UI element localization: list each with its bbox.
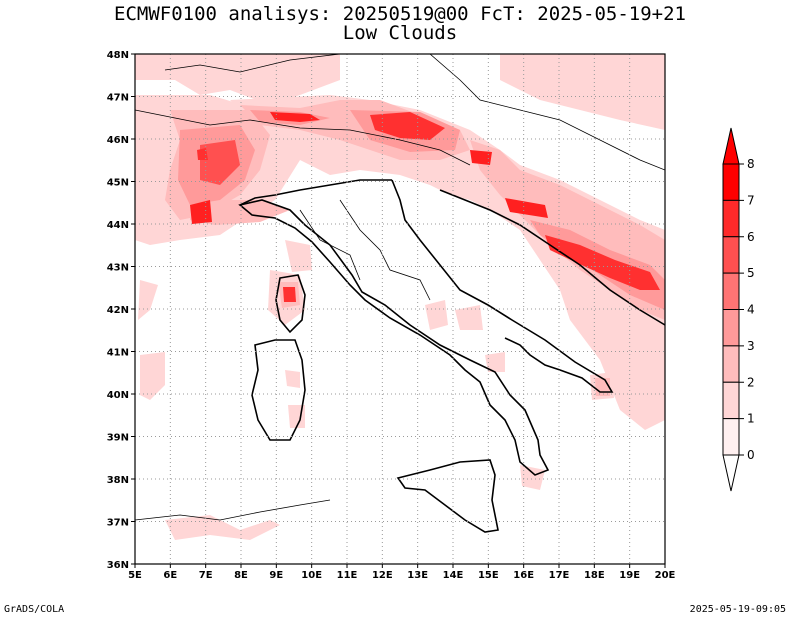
colorbar — [722, 127, 740, 492]
lon-label: 7E — [199, 570, 213, 581]
lon-label: 19E — [619, 570, 640, 581]
colorbar-label: 5 — [747, 266, 755, 280]
colorbar-label: 7 — [747, 193, 755, 207]
lon-label: 6E — [163, 570, 177, 581]
lon-label: 11E — [337, 570, 358, 581]
lat-label: 43N — [107, 263, 129, 274]
colorbar-arrow-top — [722, 127, 740, 165]
cloud-shading — [135, 54, 665, 540]
colorbar-swatch — [722, 199, 740, 238]
lat-label: 37N — [107, 518, 129, 529]
lon-label: 13E — [407, 570, 428, 581]
map-title: ECMWF0100 analisys: 20250519@00 FcT: 202… — [114, 3, 686, 25]
colorbar-label: 6 — [747, 230, 755, 244]
footer-credit: GrADS/COLA — [4, 604, 65, 615]
lat-label: 39N — [107, 433, 129, 444]
colorbar-label: 2 — [747, 375, 755, 389]
colorbar-swatch — [722, 236, 740, 274]
colorbar-swatch — [722, 272, 740, 310]
colorbar-swatch — [722, 163, 740, 201]
lon-label: 14E — [443, 570, 464, 581]
colorbar-label: 1 — [747, 412, 755, 426]
lon-label: 16E — [513, 570, 534, 581]
lon-label: 5E — [128, 570, 142, 581]
lon-label: 18E — [584, 570, 605, 581]
colorbar-swatch — [722, 418, 740, 456]
lat-label: 40N — [107, 390, 129, 401]
longitude-labels: 5E 6E 7E 8E 9E 10E 11E 12E 13E 14E 15E 16E 17E 18E 19E… — [128, 570, 675, 581]
latitude-labels: 48N 47N 46N 45N 44N 43N 42N 41N 40N 39N 38N 37N 36N — [107, 50, 129, 571]
lon-label: 10E — [301, 570, 322, 581]
lat-label: 38N — [107, 475, 129, 486]
coastlines — [238, 179, 665, 533]
grid-lines — [135, 54, 665, 564]
lon-label: 9E — [269, 570, 283, 581]
lat-label: 36N — [107, 560, 129, 571]
lat-label: 41N — [107, 348, 129, 359]
lon-label: 12E — [372, 570, 393, 581]
lon-label: 17E — [549, 570, 570, 581]
lat-label: 42N — [107, 305, 129, 316]
lat-label: 46N — [107, 135, 129, 146]
footer-timestamp: 2025-05-19-09:05 — [689, 604, 786, 615]
lat-label: 45N — [107, 178, 129, 189]
colorbar-swatch — [722, 381, 740, 420]
colorbar-label: 4 — [747, 303, 755, 317]
lat-label: 44N — [107, 220, 129, 231]
colorbar-label: 8 — [747, 157, 755, 171]
colorbar-arrow-bottom — [722, 454, 740, 492]
lon-label: 20E — [655, 570, 676, 581]
lat-label: 47N — [107, 93, 129, 104]
borders — [135, 54, 665, 521]
colorbar-label: 0 — [747, 448, 755, 462]
axis-ticks — [131, 53, 666, 568]
colorbar-swatch — [722, 345, 740, 383]
lon-label: 15E — [478, 570, 499, 581]
lon-label: 8E — [234, 570, 248, 581]
colorbar-label: 3 — [747, 339, 755, 353]
map-subtitle: Low Clouds — [342, 22, 458, 44]
colorbar-labels: 8 7 6 5 4 3 2 1 0 — [739, 157, 755, 462]
colorbar-swatch — [722, 309, 740, 347]
lat-label: 48N — [107, 50, 129, 61]
